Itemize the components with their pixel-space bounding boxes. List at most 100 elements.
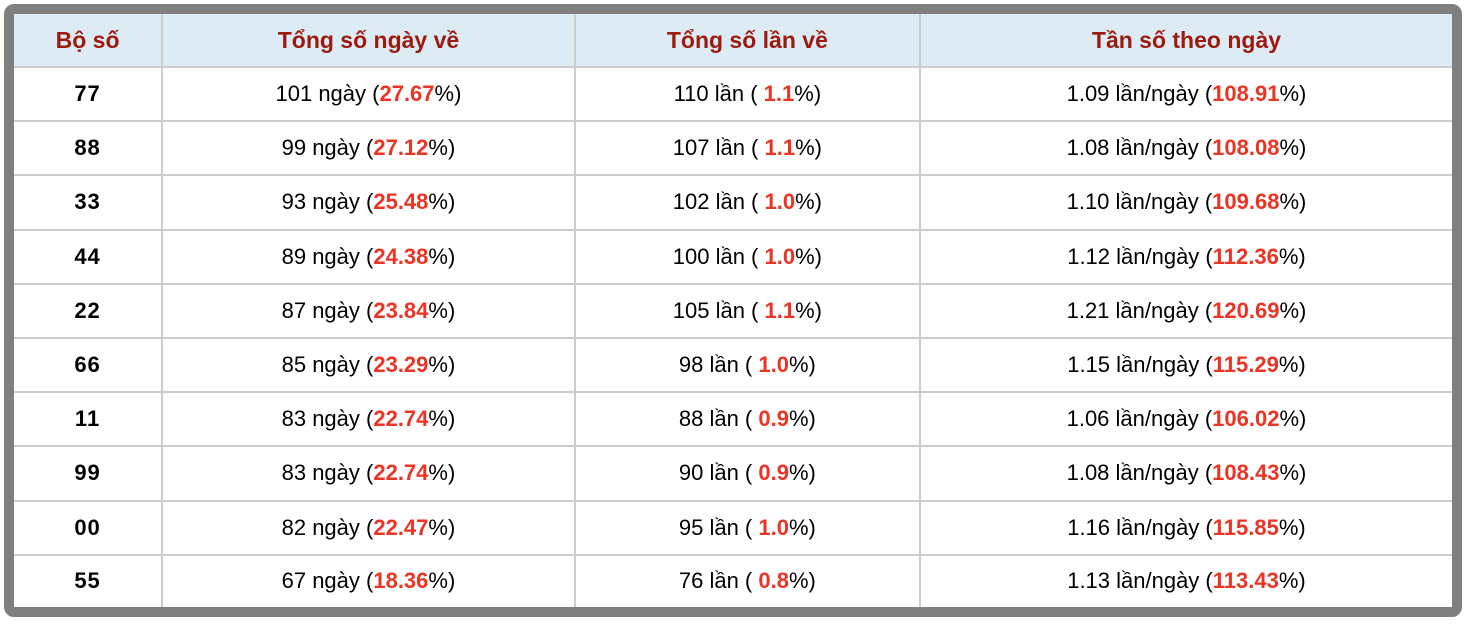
times-text-close: %) <box>788 406 816 432</box>
freq-percent: 115.85 <box>1212 514 1279 540</box>
times-text-close: %) <box>795 243 822 269</box>
days-percent: 27.67 <box>379 81 435 107</box>
freq-percent: 108.43 <box>1212 460 1280 486</box>
times-percent: 1.0 <box>764 189 796 215</box>
times-text: 100 lần ( <box>672 243 765 269</box>
days-text: 85 ngày ( <box>281 352 374 378</box>
days-cell: 82 ngày (22.47%) <box>161 499 576 556</box>
table-row: 99 83 ngày (22.74%) 90 lần ( 0.9%) 1.08 … <box>14 445 1452 502</box>
freq-text-close: %) <box>1279 135 1307 161</box>
freq-cell: 1.10 lần/ngày (109.68%) <box>918 174 1452 231</box>
table-row: 66 85 ngày (23.29%) 98 lần ( 1.0%) 1.15 … <box>14 336 1452 394</box>
times-percent: 0.9 <box>758 460 789 486</box>
table-row: 77 101 ngày (27.67%) 110 lần ( 1.1%) 1.0… <box>14 65 1452 123</box>
days-percent: 27.12 <box>373 135 429 161</box>
days-percent: 23.84 <box>373 297 429 323</box>
freq-cell: 1.15 lần/ngày (115.29%) <box>918 336 1452 394</box>
days-text-close: %) <box>428 135 456 161</box>
days-cell: 93 ngày (25.48%) <box>161 174 576 231</box>
days-percent: 23.29 <box>373 352 429 378</box>
freq-cell: 1.09 lần/ngày (108.91%) <box>918 65 1452 123</box>
freq-text-close: %) <box>1278 514 1306 540</box>
days-percent: 22.74 <box>373 460 429 486</box>
freq-cell: 1.13 lần/ngày (113.43%) <box>918 553 1452 607</box>
freq-text: 1.21 lần/ngày ( <box>1066 297 1213 323</box>
times-text: 107 lần ( <box>672 135 765 161</box>
table-row: 55 67 ngày (18.36%) 76 lần ( 0.8%) 1.13 … <box>14 553 1452 607</box>
column-header-total-days: Tổng số ngày về <box>161 14 576 68</box>
days-cell: 83 ngày (22.74%) <box>161 445 576 502</box>
freq-text: 1.08 lần/ngày ( <box>1066 135 1213 161</box>
times-text: 102 lần ( <box>672 189 765 215</box>
times-percent: 1.1 <box>764 297 796 323</box>
times-text-close: %) <box>788 514 816 540</box>
freq-percent: 109.68 <box>1212 189 1280 215</box>
pair-cell: 00 <box>14 499 164 556</box>
freq-text: 1.12 lần/ngày ( <box>1067 243 1213 269</box>
days-cell: 67 ngày (18.36%) <box>161 553 576 607</box>
pair-cell: 44 <box>14 228 164 285</box>
freq-percent: 115.29 <box>1212 352 1279 378</box>
column-header-frequency: Tần số theo ngày <box>918 14 1452 68</box>
times-cell: 105 lần ( 1.1%) <box>573 282 921 339</box>
times-text: 110 lần ( <box>673 81 764 107</box>
times-text-close: %) <box>788 568 816 594</box>
times-percent: 1.0 <box>758 514 789 540</box>
pair-cell: 99 <box>14 445 164 502</box>
freq-percent: 108.08 <box>1212 135 1280 161</box>
days-percent: 18.36 <box>373 568 429 594</box>
freq-text-close: %) <box>1279 406 1307 432</box>
freq-text: 1.09 lần/ngày ( <box>1066 81 1213 107</box>
freq-text-close: %) <box>1278 352 1306 378</box>
times-percent: 1.1 <box>764 135 796 161</box>
times-cell: 88 lần ( 0.9%) <box>573 391 921 448</box>
freq-percent: 106.02 <box>1212 406 1280 432</box>
freq-percent: 120.69 <box>1212 297 1280 323</box>
days-text-close: %) <box>428 297 456 323</box>
times-percent: 1.0 <box>758 352 789 378</box>
days-cell: 101 ngày (27.67%) <box>161 65 576 123</box>
times-text: 105 lần ( <box>672 297 765 323</box>
pair-cell: 55 <box>14 553 164 607</box>
times-text: 98 lần ( <box>678 352 759 378</box>
days-cell: 85 ngày (23.29%) <box>161 336 576 394</box>
times-text-close: %) <box>795 297 822 323</box>
days-text-close: %) <box>428 189 456 215</box>
times-cell: 95 lần ( 1.0%) <box>573 499 921 556</box>
freq-cell: 1.12 lần/ngày (112.36%) <box>918 228 1452 285</box>
freq-text: 1.06 lần/ngày ( <box>1066 406 1213 432</box>
times-text: 88 lần ( <box>678 406 759 432</box>
pair-cell: 66 <box>14 336 164 394</box>
days-text: 67 ngày ( <box>281 568 374 594</box>
freq-text-close: %) <box>1279 297 1307 323</box>
header-row: Bộ số Tổng số ngày về Tổng số lần về Tần… <box>14 14 1452 68</box>
times-percent: 0.8 <box>758 568 789 594</box>
times-cell: 76 lần ( 0.8%) <box>573 553 921 607</box>
times-cell: 98 lần ( 1.0%) <box>573 336 921 394</box>
freq-text-close: %) <box>1279 81 1307 107</box>
days-cell: 99 ngày (27.12%) <box>161 120 576 177</box>
times-cell: 107 lần ( 1.1%) <box>573 120 921 177</box>
freq-percent: 108.91 <box>1212 81 1280 107</box>
days-text: 93 ngày ( <box>281 189 374 215</box>
days-text-close: %) <box>428 406 456 432</box>
table-row: 22 87 ngày (23.84%) 105 lần ( 1.1%) 1.21… <box>14 282 1452 339</box>
times-percent: 1.1 <box>763 81 795 107</box>
freq-text: 1.15 lần/ngày ( <box>1067 352 1213 378</box>
freq-cell: 1.21 lần/ngày (120.69%) <box>918 282 1452 339</box>
days-text-close: %) <box>428 568 456 594</box>
times-text-close: %) <box>788 352 816 378</box>
days-cell: 87 ngày (23.84%) <box>161 282 576 339</box>
days-percent: 25.48 <box>373 189 429 215</box>
column-header-pair: Bộ số <box>14 14 164 68</box>
lottery-pair-statistics-table: Bộ số Tổng số ngày về Tổng số lần về Tần… <box>14 14 1452 607</box>
statistics-table-frame: Bộ số Tổng số ngày về Tổng số lần về Tần… <box>4 4 1462 617</box>
freq-text: 1.08 lần/ngày ( <box>1066 460 1213 486</box>
days-text: 87 ngày ( <box>281 297 374 323</box>
table-row: 00 82 ngày (22.47%) 95 lần ( 1.0%) 1.16 … <box>14 499 1452 556</box>
freq-text: 1.10 lần/ngày ( <box>1066 189 1213 215</box>
days-text-close: %) <box>428 243 456 269</box>
freq-text: 1.13 lần/ngày ( <box>1067 568 1213 594</box>
freq-text: 1.16 lần/ngày ( <box>1067 514 1213 540</box>
times-text-close: %) <box>788 460 816 486</box>
